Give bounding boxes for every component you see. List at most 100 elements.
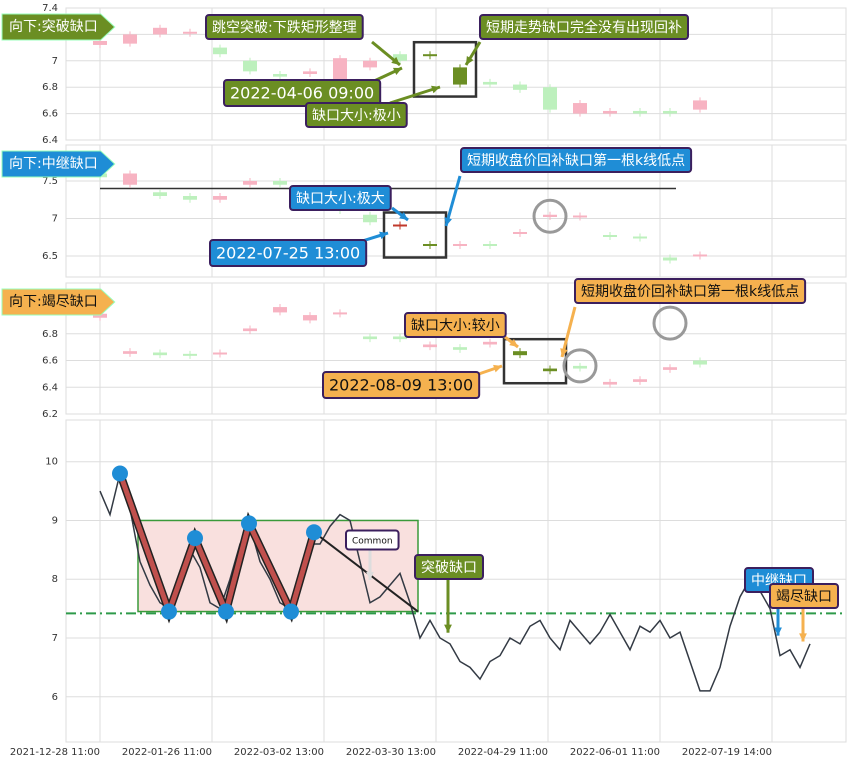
pivot-point [112, 465, 128, 482]
candle [633, 110, 647, 114]
x-tick-label: 2022-01-26 11:00 [122, 747, 212, 758]
annotation-box [209, 239, 368, 267]
fill-circle [532, 198, 568, 234]
candle [603, 381, 617, 385]
candle [183, 31, 197, 34]
arrow [444, 175, 462, 227]
candle [423, 344, 437, 348]
candle [363, 214, 377, 223]
annotation-label: 短期收盘价回补缺口第一根k线低点 [467, 152, 685, 169]
arrow-head [774, 627, 782, 636]
candle [603, 110, 617, 114]
y-tick-label: 6.8 [42, 329, 58, 340]
candle [243, 328, 257, 332]
y-tick-label: 10 [45, 457, 58, 468]
candle [423, 54, 437, 57]
candle [183, 196, 197, 200]
candle [483, 81, 497, 85]
y-tick-label: 6.8 [42, 82, 58, 93]
candle [153, 192, 167, 196]
price-line [99, 470, 811, 692]
arrow-head [379, 231, 388, 240]
panel-title-flag [1, 150, 116, 178]
y-tick-label: 9 [52, 515, 58, 526]
pivot-point [283, 603, 299, 620]
annotation-box [345, 529, 400, 551]
panel-title: 向下:竭尽缺口 [9, 294, 98, 310]
candle [513, 351, 527, 356]
candle [573, 215, 587, 218]
arrow-head [399, 212, 408, 220]
candle [183, 353, 197, 356]
candle [273, 307, 287, 313]
panel-title: 向下:中继缺口 [9, 156, 98, 172]
candle [453, 67, 467, 85]
arrow-head [444, 217, 452, 226]
candle [123, 351, 137, 354]
annotation-label: 2022-08-09 13:00 [329, 376, 473, 395]
candle [393, 224, 407, 227]
pivot-point [187, 530, 203, 547]
candle [333, 312, 347, 315]
annotation-box [223, 79, 382, 107]
y-tick-label: 6 [52, 692, 58, 703]
y-tick-label: 8 [52, 574, 58, 585]
candle [543, 214, 557, 217]
y-tick-label: 6.6 [42, 356, 58, 367]
candle [243, 181, 257, 185]
candle [453, 244, 467, 246]
candle [243, 60, 257, 72]
y-tick-label: 6.4 [42, 135, 58, 146]
arrow-head [493, 364, 502, 373]
annotation-box [205, 14, 364, 40]
arrow-head [466, 56, 474, 65]
annotation-box [414, 554, 484, 580]
annotation-box [322, 371, 481, 399]
annotation-label: 跳空突破:下跌矩形整理 [212, 20, 357, 36]
candle [633, 236, 647, 239]
x-tick-label: 2022-03-30 13:00 [346, 747, 436, 758]
candle [513, 232, 527, 234]
fill-circle [652, 305, 688, 341]
candle [543, 368, 557, 372]
arrow-head [444, 624, 452, 633]
gap-box [412, 40, 478, 98]
y-tick-label: 6.6 [42, 109, 58, 120]
arrow-head [560, 348, 568, 357]
x-tick-label: 2022-06-01 11:00 [570, 747, 660, 758]
y-tick-label: 7 [52, 214, 58, 225]
arrow-head [366, 571, 374, 580]
arrow-head [393, 67, 402, 75]
annotation-box [404, 312, 507, 338]
arrow-head [391, 56, 400, 65]
candle [213, 196, 227, 200]
y-tick-label: 6.2 [42, 409, 58, 420]
candle [393, 54, 407, 61]
candle [273, 181, 287, 185]
fill-circle [562, 348, 598, 384]
candle [213, 47, 227, 55]
candle [693, 254, 707, 257]
annotation-label: 2022-04-06 09:00 [230, 84, 374, 103]
panel-title: 向下:突破缺口 [9, 19, 98, 35]
pivot-point [306, 524, 322, 541]
candle [213, 352, 227, 355]
candle [663, 110, 677, 114]
x-tick-label: 2021-12-28 11:00 [10, 747, 100, 758]
annotation-box [574, 278, 807, 304]
candle [363, 60, 377, 68]
y-tick-label: 7 [52, 56, 58, 67]
candle [663, 367, 677, 370]
candle [363, 336, 377, 340]
panel [65, 144, 847, 278]
trend-line [313, 531, 419, 613]
annotation-label: 缺口大小:极大 [296, 191, 385, 207]
candle [693, 100, 707, 110]
candle [573, 365, 587, 369]
y-tick-label: 6.4 [42, 382, 58, 393]
candle [663, 257, 677, 261]
candle [483, 244, 497, 246]
annotation-box [479, 14, 689, 40]
candle [93, 41, 107, 45]
candle [513, 84, 527, 90]
